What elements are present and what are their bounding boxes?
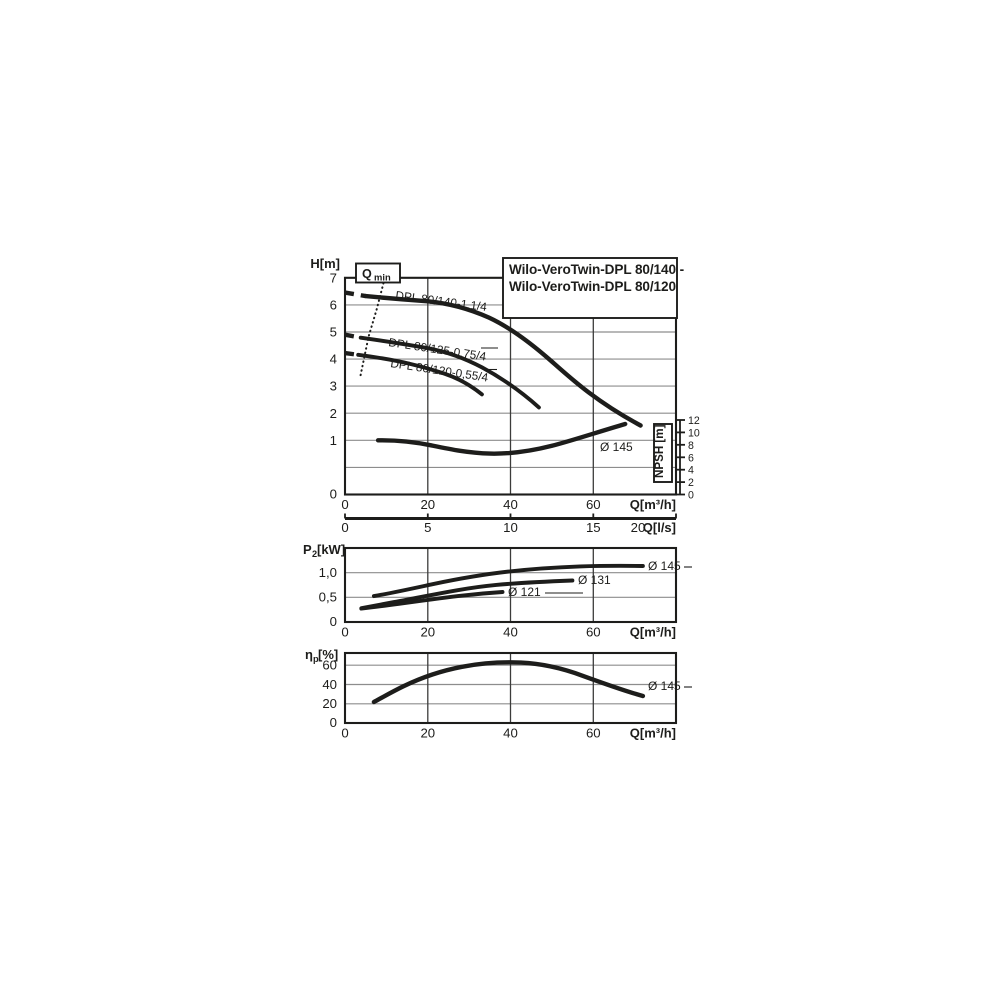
curve-dpl80-140-dashed <box>344 290 367 299</box>
x-tick-40: 40 <box>503 497 518 512</box>
y-tick-6: 6 <box>330 298 337 313</box>
eta-tick-60: 60 <box>322 658 337 673</box>
curve-label-dpl80-140: DPL 80/140-1.1/4 <box>395 288 489 314</box>
curve-dpl80-125-dashed <box>344 332 362 340</box>
npsh-tick-0: 0 <box>688 490 694 502</box>
main-chart-x-axis: 0 20 40 60 Q[m³/h] <box>341 497 676 512</box>
eta-axis-title-sub: p <box>313 654 319 664</box>
label-dia-145-npsh: Ø 145 <box>600 440 633 454</box>
ls-tick-5: 5 <box>424 520 431 535</box>
eta-x-tick-0: 0 <box>341 726 348 741</box>
efficiency-chart-y-axis: 60 40 20 0 η p [%] <box>305 647 338 730</box>
head-npsh-chart: Wilo-VeroTwin-DPL 80/140 - Wilo-VeroTwin… <box>310 256 700 512</box>
efficiency-chart-labels: Ø 145 <box>648 679 692 693</box>
x-tick-0: 0 <box>341 497 348 512</box>
qmin-sublabel: min <box>374 272 391 283</box>
power-chart: 1,0 0,5 0 P 2 [kW] 0 20 40 60 Q[m³/h] <box>303 542 692 640</box>
y-tick-5: 5 <box>330 325 337 340</box>
main-chart-curves <box>344 290 643 456</box>
eta-tick-0: 0 <box>330 715 337 730</box>
ls-tick-0: 0 <box>341 520 348 535</box>
p2-axis-title-unit: [kW] <box>317 542 345 557</box>
y-tick-0: 0 <box>330 487 337 502</box>
p2-x-tick-60: 60 <box>586 625 601 640</box>
npsh-tick-12: 12 <box>688 415 700 427</box>
y-tick-3: 3 <box>330 379 337 394</box>
p2-axis-title-main: P <box>303 542 312 557</box>
eta-x-tick-60: 60 <box>586 726 601 741</box>
efficiency-chart-frame <box>343 651 678 725</box>
eta-x-axis-title: Q[m³/h] <box>630 726 676 741</box>
p2-x-tick-40: 40 <box>503 625 518 640</box>
curve-p2-145 <box>371 563 645 599</box>
y-tick-2: 2 <box>330 406 337 421</box>
npsh-tick-6: 6 <box>688 452 694 464</box>
p2-axis-title-sub: 2 <box>312 549 317 559</box>
ls-tick-10: 10 <box>503 520 518 535</box>
power-chart-y-axis: 1,0 0,5 0 P 2 [kW] <box>303 542 345 629</box>
title-line-1: Wilo-VeroTwin-DPL 80/140 - <box>509 262 684 277</box>
curve-dpl80-125 <box>358 335 541 410</box>
x-tick-60: 60 <box>586 497 601 512</box>
p2-tick-0: 0 <box>330 614 337 629</box>
curve-p2-121 <box>359 590 505 611</box>
p2-tick-05: 0,5 <box>319 590 337 605</box>
curve-eta-145 <box>371 660 646 705</box>
eta-x-tick-40: 40 <box>503 726 518 741</box>
flow-ls-axis: 0 5 10 15 20 Q[l/s] <box>341 513 677 535</box>
eta-tick-40: 40 <box>322 677 337 692</box>
power-chart-frame <box>343 546 678 624</box>
eta-axis-title-unit: [%] <box>318 647 338 662</box>
curve-dpl80-140 <box>363 293 643 428</box>
npsh-tick-2: 2 <box>688 477 694 489</box>
efficiency-chart: 60 40 20 0 η p [%] 0 20 40 60 Q[m³/h] Ø … <box>305 647 692 741</box>
main-chart-y-axis: 7 6 5 4 3 2 1 0 H[m] <box>310 256 340 502</box>
y-axis-title: H[m] <box>310 256 340 271</box>
power-chart-curves <box>359 563 645 611</box>
y-tick-1: 1 <box>330 433 337 448</box>
p2-x-tick-0: 0 <box>341 625 348 640</box>
curve-npsh-145 <box>375 421 628 456</box>
npsh-tick-8: 8 <box>688 440 694 452</box>
p2-x-tick-20: 20 <box>420 625 435 640</box>
title-block: Wilo-VeroTwin-DPL 80/140 - Wilo-VeroTwin… <box>502 257 684 319</box>
efficiency-chart-x-axis: 0 20 40 60 Q[m³/h] <box>341 726 676 741</box>
p2-tick-1: 1,0 <box>319 565 337 580</box>
efficiency-chart-gridlines <box>345 653 676 723</box>
y-tick-4: 4 <box>330 352 337 367</box>
ls-tick-15: 15 <box>586 520 601 535</box>
x-tick-20: 20 <box>420 497 435 512</box>
label-dia-121-p2: Ø 121 <box>508 585 541 599</box>
label-dia-145-p2: Ø 145 <box>648 559 681 573</box>
x-axis-title: Q[m³/h] <box>630 497 676 512</box>
qmin-label: Q <box>362 267 372 281</box>
npsh-axis-title: NPSH [m] <box>653 424 666 478</box>
p2-x-axis-title: Q[m³/h] <box>630 625 676 640</box>
power-chart-labels: Ø 145 Ø 131 Ø 121 <box>508 559 692 599</box>
label-dia-131-p2: Ø 131 <box>578 573 611 587</box>
title-line-2: Wilo-VeroTwin-DPL 80/120 <box>509 279 676 294</box>
curve-dpl80-120 <box>356 352 484 397</box>
npsh-tick-10: 10 <box>688 427 700 439</box>
power-chart-x-axis: 0 20 40 60 Q[m³/h] <box>341 625 676 640</box>
eta-tick-20: 20 <box>322 696 337 711</box>
ls-tick-20: 20 <box>631 520 646 535</box>
y-tick-7: 7 <box>330 271 337 286</box>
eta-axis-title-main: η <box>305 647 313 662</box>
eta-x-tick-20: 20 <box>420 726 435 741</box>
ls-axis-title: Q[l/s] <box>643 520 676 535</box>
npsh-tick-4: 4 <box>688 465 694 477</box>
label-dia-145-eta: Ø 145 <box>648 679 681 693</box>
curve-dpl80-120-dashed <box>344 350 359 357</box>
npsh-axis: 12 10 8 6 4 2 0 NPSH [m] <box>653 415 700 502</box>
